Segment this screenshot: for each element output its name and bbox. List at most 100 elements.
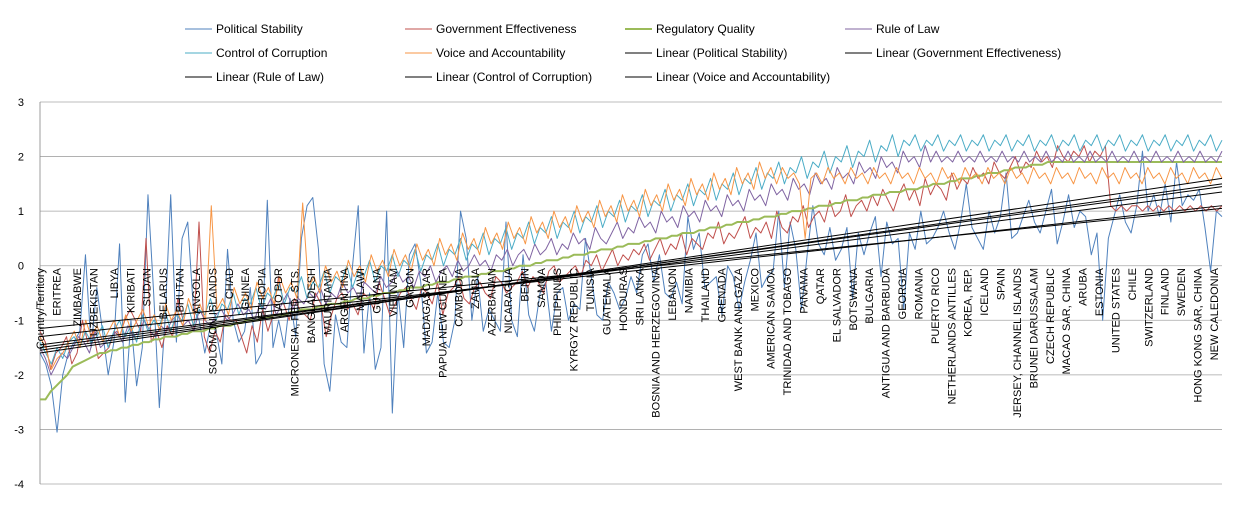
y-tick-label: -4 <box>14 479 24 491</box>
x-category-label: BOSNIA AND HERZEGOVINA <box>651 267 663 417</box>
x-category-label: GABON <box>404 268 416 308</box>
x-category-label: PHILIPPINES <box>552 268 564 336</box>
x-category-label: SWEDEN <box>1176 268 1188 316</box>
trendline <box>39 207 1223 329</box>
x-category-label: NEW CALEDONIA <box>1209 267 1221 360</box>
x-category-label: VIETNAM <box>388 268 400 317</box>
chart-legend: Political Stability Government Effectiven… <box>185 22 1061 84</box>
x-category-label: ETHIOPIA <box>257 267 269 319</box>
y-tick-label: 0 <box>18 261 24 273</box>
x-category-label: KOREA, REP. <box>963 268 975 337</box>
x-category-label: LIBYA <box>109 267 121 298</box>
x-category-label: LAO PDR <box>273 268 285 316</box>
x-category-label: MICRONESIA, FED. STS. <box>290 268 302 396</box>
x-category-label: BENIN <box>519 268 531 302</box>
y-tick-label: 3 <box>18 97 24 109</box>
x-category-label: ZAMBIA <box>470 267 482 309</box>
x-category-label: SPAIN <box>996 268 1008 300</box>
x-category-label: EL SALVADOR <box>831 268 843 342</box>
y-tick-label: -2 <box>14 370 24 382</box>
x-category-label: CZECH REPUBLIC <box>1045 268 1057 364</box>
legend-label: Government Effectiveness <box>436 22 577 36</box>
trendline <box>39 205 1223 338</box>
x-category-label: NICARAGUA <box>503 267 515 333</box>
x-category-label: GUYANA <box>372 267 384 313</box>
legend-item: Linear (Rule of Law) <box>185 70 324 84</box>
x-category-label: BHUTAN <box>175 268 187 312</box>
trendline <box>39 177 1223 354</box>
x-category-label: GEORGIA <box>897 267 909 319</box>
x-category-label: AZERBAIJAN <box>487 268 499 336</box>
x-category-label: KYRGYZ REPUBLIC <box>569 268 581 371</box>
legend-label: Linear (Government Effectiveness) <box>876 46 1061 60</box>
legend-label: Rule of Law <box>876 22 940 36</box>
x-category-label: LEBANON <box>667 268 679 321</box>
x-category-label: MADAGASCAR <box>421 268 433 346</box>
x-category-label: ESTONIA <box>1094 267 1106 316</box>
x-category-label: BANGLADESH <box>306 268 318 343</box>
x-category-label: BRUNEI DARUSSALAM <box>1028 268 1040 388</box>
x-category-label: PANAMA <box>799 267 811 313</box>
x-category-label: NAMIBIA <box>684 267 696 313</box>
legend-label: Control of Corruption <box>216 46 327 60</box>
x-category-label: GUINEA <box>240 267 252 310</box>
x-category-label: ROMANIA <box>913 267 925 319</box>
x-category-label: MALAWI <box>355 268 367 311</box>
x-category-label: MACAO SAR, CHINA <box>1061 267 1073 374</box>
x-category-label: MAURITANIA <box>322 267 334 335</box>
x-category-label: NETHERLANDS ANTILLES <box>946 268 958 404</box>
x-category-label: QATAR <box>815 268 827 304</box>
x-category-label: ANTIGUA AND BARBUDA <box>881 267 893 398</box>
series-line-voice-and-accountability <box>39 161 1223 370</box>
legend-item: Control of Corruption <box>185 46 327 60</box>
x-category-label: CHAD <box>224 268 236 299</box>
x-category-label: ARUBA <box>1078 267 1090 306</box>
x-category-label: SRI LANKA <box>634 267 646 325</box>
x-category-label: ERITREA <box>51 267 63 315</box>
legend-label: Linear (Voice and Accountability) <box>656 70 830 84</box>
x-category-label: PUERTO RICO <box>930 268 942 344</box>
legend-item: Linear (Political Stability) <box>625 46 787 60</box>
trendline <box>39 183 1223 351</box>
x-category-label: Country/Territory <box>35 268 47 350</box>
y-tick-label: -3 <box>14 424 24 436</box>
legend-label: Voice and Accountability <box>436 46 565 60</box>
legend-item: Government Effectiveness <box>405 22 577 36</box>
x-category-label: CAMBODIA <box>454 267 466 326</box>
x-category-label: JERSEY, CHANNEL ISLANDS <box>1012 268 1024 418</box>
legend-label: Linear (Rule of Law) <box>216 70 324 84</box>
x-category-label: ANGOLA <box>191 267 203 314</box>
y-axis: -4 -3 -2 -1 0 1 2 3 <box>14 97 41 491</box>
x-category-label: MEXICO <box>749 268 761 312</box>
x-category-label: PAPUA NEW GUINEA <box>437 267 449 377</box>
x-category-label: THAILAND <box>700 268 712 322</box>
chart-gridlines <box>40 101 1222 485</box>
x-category-label: KIRIBATI <box>125 268 137 313</box>
x-category-label: HONG KONG SAR, CHINA <box>1193 267 1205 402</box>
legend-label: Political Stability <box>216 22 303 36</box>
x-category-label: TUNISIA <box>585 267 597 311</box>
x-category-label: TRINIDAD AND TOBAGO <box>782 268 794 396</box>
y-tick-label: 1 <box>18 206 24 218</box>
x-category-label: UNITED STATES <box>1111 268 1123 353</box>
x-category-label: BULGARIA <box>864 267 876 323</box>
x-category-label: ZIMBABWE <box>72 268 84 327</box>
x-category-label: WEST BANK AND GAZA <box>733 267 745 391</box>
legend-label: Regulatory Quality <box>656 22 755 36</box>
x-category-label: CHILE <box>1127 268 1139 300</box>
x-category-label: UZBEKISTAN <box>88 268 100 336</box>
x-category-label: AMERICAN SAMOA <box>766 267 778 369</box>
x-category-label: BELARUS <box>158 268 170 319</box>
legend-item: Regulatory Quality <box>625 22 755 36</box>
legend-item: Linear (Government Effectiveness) <box>845 46 1061 60</box>
x-category-label: SUDAN <box>142 268 154 307</box>
x-category-label: BOTSWANA <box>848 267 860 330</box>
x-axis-category-labels: Country/Territory ERITREA ZIMBABWE UZBEKIST… <box>35 267 1221 417</box>
x-category-label: SOLOMON ISLANDS <box>207 268 219 374</box>
x-category-label: HONDURAS <box>618 268 630 331</box>
x-category-label: ICELAND <box>979 268 991 316</box>
x-category-label: GRENADA <box>716 267 728 322</box>
chart-trendlines <box>39 177 1223 354</box>
x-category-label: SWITZERLAND <box>1143 268 1155 347</box>
x-category-label: FINLAND <box>1160 268 1172 315</box>
